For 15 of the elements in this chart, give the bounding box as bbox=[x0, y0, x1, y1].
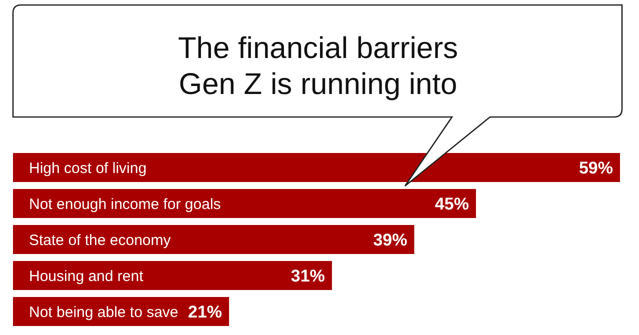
data-label: 39% bbox=[373, 230, 408, 250]
bar bbox=[13, 189, 476, 218]
bar bbox=[13, 225, 414, 254]
y-tick-label: High cost of living bbox=[29, 160, 147, 177]
bar bbox=[13, 153, 620, 182]
y-tick-label: Not being able to save bbox=[29, 304, 178, 321]
data-label: 31% bbox=[290, 266, 325, 286]
y-tick-label: Housing and rent bbox=[29, 268, 144, 285]
data-label: 21% bbox=[188, 302, 222, 322]
y-tick-label: Not enough income for goals bbox=[29, 196, 221, 213]
chart-title: The financial barriers Gen Z is running into bbox=[178, 32, 458, 101]
y-tick-label: State of the economy bbox=[29, 232, 172, 249]
data-label: 59% bbox=[578, 158, 613, 178]
bar bbox=[13, 261, 332, 290]
data-label: 45% bbox=[434, 194, 469, 214]
